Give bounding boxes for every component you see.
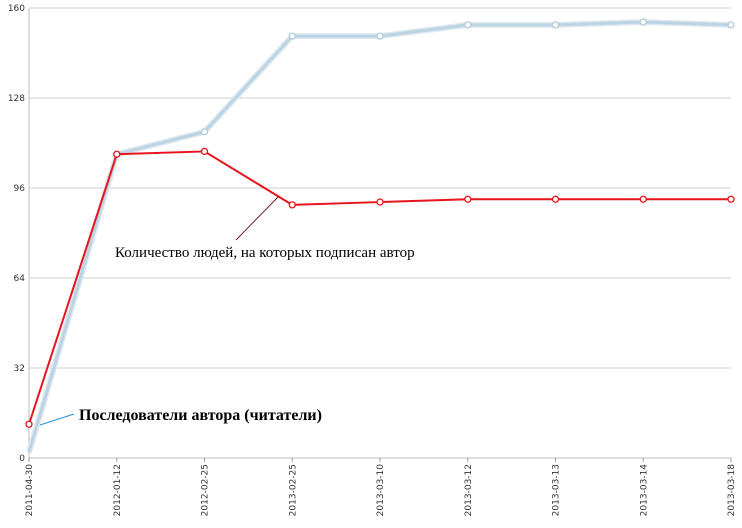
point-followers (464, 21, 472, 29)
series-points (25, 18, 735, 428)
annotation-leader-followers (39, 413, 75, 426)
point-followers (551, 21, 560, 29)
grid-lines (28, 7, 731, 459)
y-tick-label: 96 (14, 184, 26, 194)
x-tick-label: 2012-02-25 (201, 464, 211, 516)
point-following (464, 195, 472, 203)
point-following (113, 150, 121, 158)
y-tick-label: 128 (8, 94, 25, 104)
point-followers (639, 18, 647, 26)
x-tick-label: 2013-02-25 (288, 464, 298, 516)
x-tick-label: 2013-03-12 (464, 464, 474, 516)
series-line-followers (27, 20, 732, 453)
x-axis-tick-labels: 2011-04-30 2012-01-12 2012-02-25 2013-02-25… (25, 458, 737, 516)
point-following (288, 201, 296, 209)
y-tick-label: 160 (8, 4, 25, 14)
point-following (551, 195, 560, 203)
y-axis-tick-labels: 0 32 64 96 128 160 (8, 4, 25, 464)
point-followers (200, 128, 209, 136)
x-tick-label: 2013-03-18 (727, 464, 737, 517)
point-following (639, 195, 647, 203)
point-following (727, 195, 735, 203)
series-lines (26, 19, 732, 454)
x-tick-label: 2013-03-14 (639, 464, 649, 517)
point-following (200, 147, 209, 156)
point-followers (376, 32, 384, 40)
series-line-following (28, 150, 731, 425)
y-tick-label: 32 (14, 364, 25, 374)
point-following (25, 420, 33, 428)
series-line-shadow (26, 19, 732, 454)
point-followers (288, 32, 296, 40)
x-tick-label: 2011-04-30 (25, 464, 35, 517)
x-tick-label: 2013-03-13 (552, 464, 562, 516)
x-tick-label: 2012-01-12 (113, 464, 123, 516)
annotation-following: Количество людей, на которых подписан ав… (115, 245, 415, 261)
annotation-followers: Последователи автора (читатели) (79, 407, 322, 424)
point-followers (727, 21, 735, 29)
y-tick-label: 0 (19, 454, 25, 464)
annotation-leader-following (235, 195, 280, 241)
y-tick-label: 64 (14, 274, 26, 284)
point-following (376, 198, 384, 206)
x-tick-label: 2013-03-10 (376, 464, 386, 517)
